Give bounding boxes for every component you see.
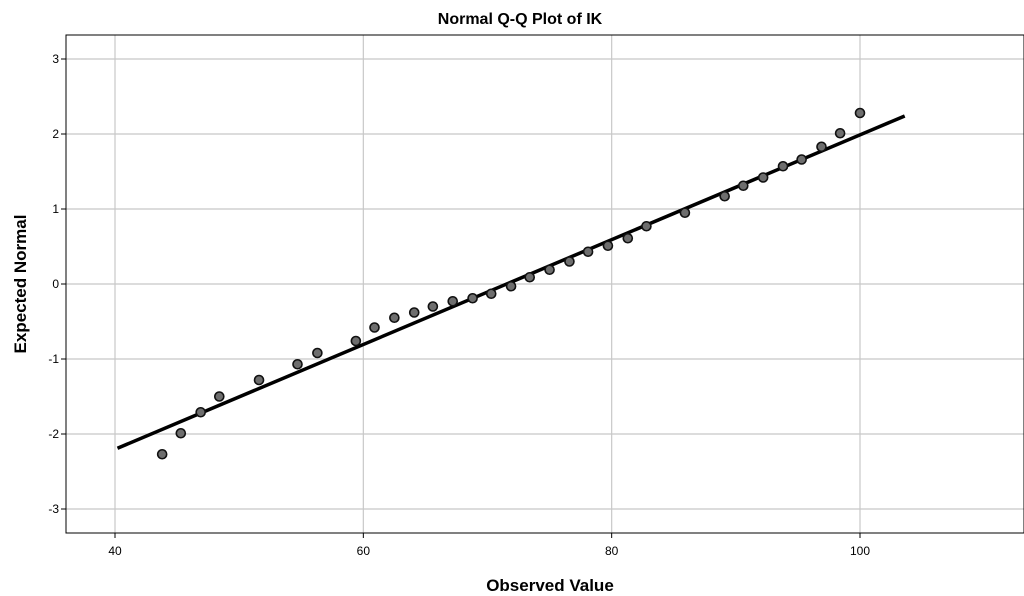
data-point <box>582 246 594 258</box>
data-point <box>195 406 206 418</box>
data-point <box>312 347 323 359</box>
y-tick-label: 0 <box>52 277 59 291</box>
data-point <box>389 312 400 324</box>
data-point <box>253 374 265 386</box>
data-point <box>796 154 807 165</box>
data-point <box>719 190 730 202</box>
data-point <box>214 391 225 402</box>
data-point <box>544 264 555 276</box>
grid <box>66 35 1024 533</box>
y-tick-label: -2 <box>48 427 59 441</box>
y-axis-label: Expected Normal <box>11 215 30 354</box>
data-point <box>485 288 497 300</box>
x-tick-label: 40 <box>108 544 122 558</box>
y-tick-label: -1 <box>48 352 59 366</box>
data-point <box>564 256 575 267</box>
data-point <box>834 127 846 139</box>
data-point <box>408 307 420 318</box>
data-point <box>816 141 827 153</box>
chart-title: Normal Q-Q Plot of IK <box>438 11 603 28</box>
data-point <box>175 427 187 439</box>
y-tick-label: 1 <box>52 202 59 216</box>
data-point <box>156 448 168 460</box>
data-point <box>622 232 634 244</box>
data-point <box>350 335 362 347</box>
data-point <box>447 295 459 307</box>
data-point <box>524 271 536 283</box>
data-point <box>737 180 749 192</box>
data-point <box>679 207 691 219</box>
data-point <box>505 280 517 292</box>
x-tick-label: 80 <box>605 544 619 558</box>
y-tick-label: 3 <box>52 52 59 66</box>
data-point <box>854 107 866 119</box>
x-axis-ticks: 40 60 80 100 <box>108 533 870 558</box>
data-point <box>757 172 769 183</box>
data-points <box>156 107 866 460</box>
data-point <box>467 292 478 304</box>
x-tick-label: 100 <box>850 544 870 558</box>
data-point <box>369 322 380 333</box>
x-axis-label: Observed Value <box>486 576 614 595</box>
data-point <box>427 301 439 312</box>
x-tick-label: 60 <box>357 544 371 558</box>
data-point <box>602 240 614 252</box>
y-tick-label: 2 <box>52 127 59 141</box>
data-point <box>292 358 303 370</box>
y-tick-label: -3 <box>48 502 59 516</box>
data-point <box>777 160 789 172</box>
y-axis-ticks: 3 2 1 0 -1 -2 -3 <box>48 52 66 516</box>
data-point <box>641 220 652 232</box>
